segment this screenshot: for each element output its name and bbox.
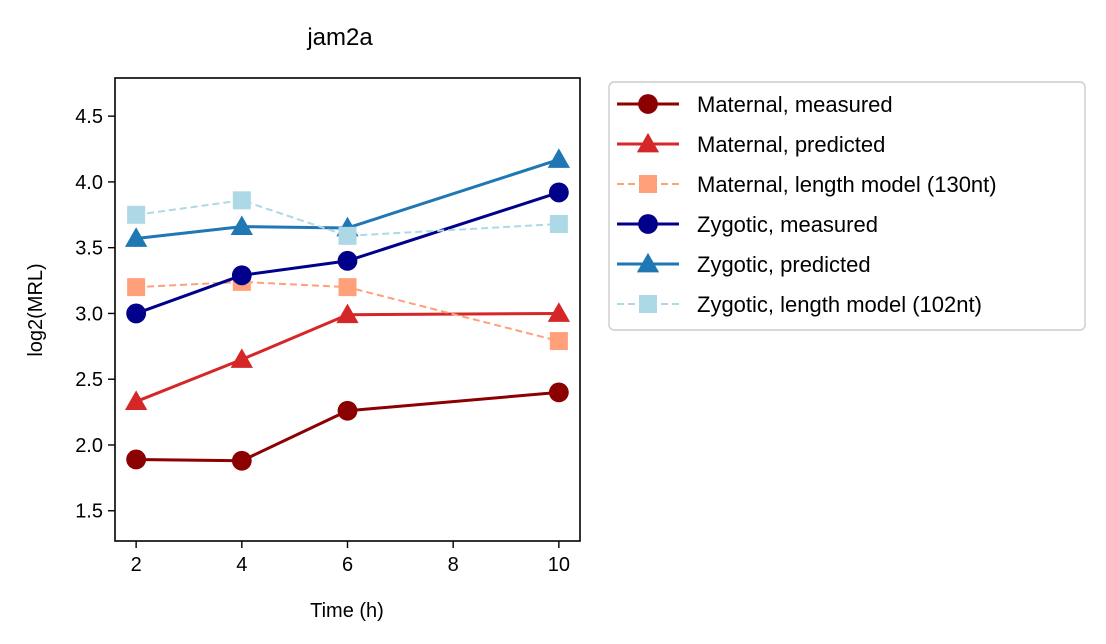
data-point: [337, 400, 358, 421]
series-line: [135, 311, 559, 403]
series-6: [127, 191, 568, 245]
data-point: [547, 302, 571, 322]
series-4: [126, 182, 569, 324]
legend-label: Zygotic, predicted: [697, 252, 871, 277]
legend-item: Maternal, length model (130nt): [617, 172, 997, 197]
data-point: [231, 265, 252, 286]
y-axis-label: log2(MRL): [25, 263, 47, 356]
data-point: [124, 227, 148, 247]
y-tick-label: 3.0: [75, 303, 103, 325]
data-point: [230, 348, 253, 368]
data-point: [549, 215, 568, 234]
legend-item: Maternal, measured: [617, 92, 893, 117]
x-tick-label: 8: [448, 554, 459, 576]
data-point: [336, 303, 359, 324]
y-tick-label: 3.5: [75, 238, 103, 260]
data-point: [127, 205, 146, 224]
x-axis-label: Time (h): [310, 600, 384, 622]
x-tick-label: 10: [548, 554, 570, 576]
data-point: [126, 449, 147, 470]
data-point: [548, 182, 569, 203]
legend-swatch-marker: [636, 132, 660, 153]
data-point: [547, 148, 571, 168]
y-tick-label: 4.5: [75, 106, 103, 128]
legend-swatch-marker: [638, 214, 658, 234]
legend-swatch-marker: [639, 295, 657, 313]
data-point: [337, 250, 358, 271]
data-point: [548, 382, 569, 403]
y-tick-label: 1.5: [75, 501, 103, 523]
data-point: [126, 303, 147, 324]
series-line: [136, 390, 559, 463]
data-point: [549, 332, 568, 351]
legend-label: Maternal, measured: [697, 92, 893, 117]
legend-label: Zygotic, measured: [697, 212, 878, 237]
series-3: [127, 272, 568, 351]
legend-item: Zygotic, length model (102nt): [617, 292, 982, 317]
data-point: [230, 215, 253, 236]
legend-swatch-marker: [636, 252, 660, 273]
series-layer: [124, 148, 571, 471]
data-point: [124, 390, 148, 410]
legend: Maternal, measured Maternal, predicted Mat…: [608, 81, 1086, 331]
x-tick-label: 2: [131, 554, 142, 576]
data-point: [231, 450, 252, 471]
x-tick-label: 4: [236, 554, 247, 576]
y-tick-label: 4.0: [75, 172, 103, 194]
legend-item: Maternal, predicted: [617, 132, 885, 157]
y-tick-label: 2.0: [75, 435, 103, 457]
legend-swatch-marker: [638, 94, 658, 114]
data-point: [338, 226, 357, 245]
data-point: [338, 278, 357, 297]
legend-item: Zygotic, predicted: [617, 252, 871, 277]
y-axis: 1.5 2.0 2.5 3.0 3.5 4.0 4.5: [75, 106, 115, 523]
series-line: [136, 199, 559, 237]
series-1: [126, 382, 569, 471]
series-line: [136, 280, 560, 343]
series-line: [135, 191, 560, 315]
legend-label: Maternal, predicted: [697, 132, 885, 157]
legend-item: Zygotic, measured: [617, 212, 878, 237]
legend-label: Maternal, length model (130nt): [697, 172, 997, 197]
series-line: [135, 158, 560, 240]
chart-title: jam2a: [306, 24, 373, 51]
legend-box: [608, 81, 1086, 331]
x-tick-label: 6: [342, 554, 353, 576]
y-tick-label: 2.5: [75, 369, 103, 391]
series-5: [124, 148, 571, 247]
data-point: [127, 278, 146, 297]
x-axis: 2 4 6 8 10: [131, 541, 570, 576]
data-point: [232, 191, 251, 210]
legend-label: Zygotic, length model (102nt): [697, 292, 982, 317]
series-2: [124, 302, 571, 410]
legend-swatch-marker: [639, 175, 657, 193]
